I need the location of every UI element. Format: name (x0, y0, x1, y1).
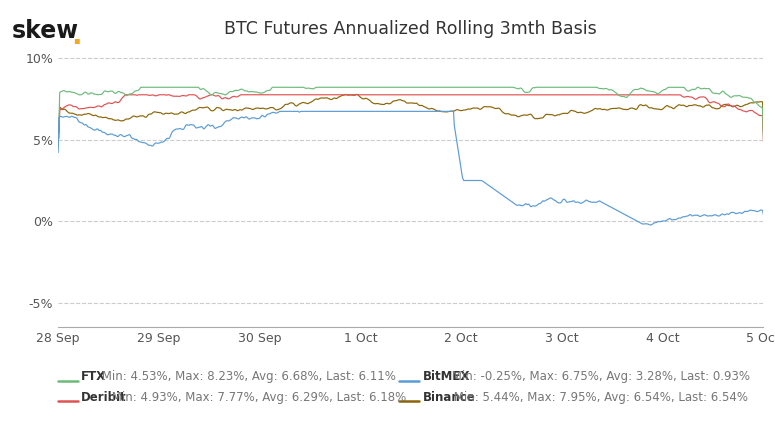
Text: Min: -0.25%, Max: 6.75%, Avg: 3.28%, Last: 0.93%: Min: -0.25%, Max: 6.75%, Avg: 3.28%, Las… (448, 370, 750, 383)
Text: Min: 4.93%, Max: 7.77%, Avg: 6.29%, Last: 6.18%: Min: 4.93%, Max: 7.77%, Avg: 6.29%, Last… (108, 391, 406, 404)
Title: BTC Futures Annualized Rolling 3mth Basis: BTC Futures Annualized Rolling 3mth Basi… (225, 20, 597, 39)
Text: Binance: Binance (422, 391, 475, 404)
Text: Min: 4.53%, Max: 8.23%, Avg: 6.68%, Last: 6.11%: Min: 4.53%, Max: 8.23%, Avg: 6.68%, Last… (98, 370, 396, 383)
Text: Deribit: Deribit (81, 391, 127, 404)
Text: FTX: FTX (81, 370, 106, 383)
Text: Min: 5.44%, Max: 7.95%, Avg: 6.54%, Last: 6.54%: Min: 5.44%, Max: 7.95%, Avg: 6.54%, Last… (450, 391, 749, 404)
Text: skew: skew (12, 19, 79, 43)
Text: .: . (71, 22, 82, 50)
Text: BitMEX: BitMEX (422, 370, 470, 383)
